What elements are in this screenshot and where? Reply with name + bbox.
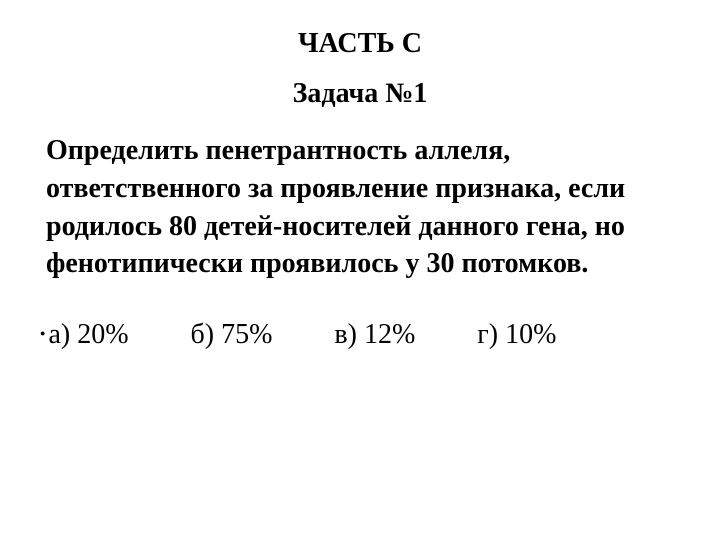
section-title: ЧАСТЬ С bbox=[40, 28, 680, 60]
option-a: а) 20% bbox=[48, 319, 128, 351]
option-b: б) 75% bbox=[191, 319, 273, 351]
bullet-icon: ● bbox=[40, 328, 45, 338]
answer-options: ● а) 20% б) 75% в) 12% г) 10% bbox=[40, 319, 680, 351]
problem-text: Определить пенетрантность аллеля, ответс… bbox=[40, 132, 680, 283]
option-c: в) 12% bbox=[334, 319, 415, 351]
task-title: Задача №1 bbox=[40, 78, 680, 110]
option-d: г) 10% bbox=[477, 319, 556, 351]
